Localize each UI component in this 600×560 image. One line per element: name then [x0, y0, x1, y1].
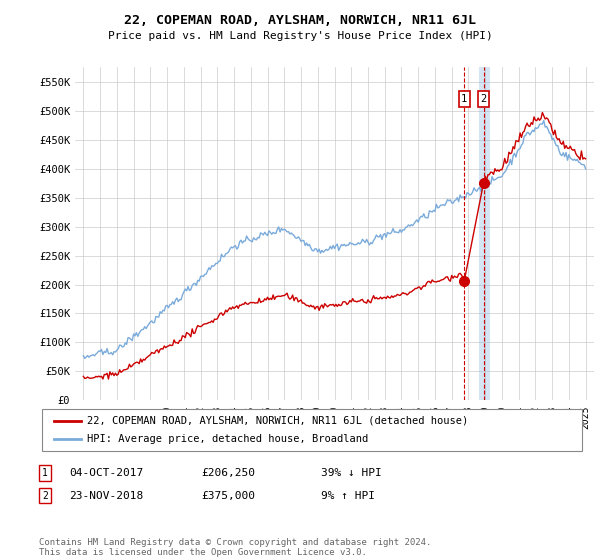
- Text: Price paid vs. HM Land Registry's House Price Index (HPI): Price paid vs. HM Land Registry's House …: [107, 31, 493, 41]
- Text: HPI: Average price, detached house, Broadland: HPI: Average price, detached house, Broa…: [87, 434, 368, 444]
- Text: 22, COPEMAN ROAD, AYLSHAM, NORWICH, NR11 6JL: 22, COPEMAN ROAD, AYLSHAM, NORWICH, NR11…: [124, 14, 476, 27]
- Text: 2: 2: [42, 491, 48, 501]
- Text: 04-OCT-2017: 04-OCT-2017: [69, 468, 143, 478]
- Text: 22, COPEMAN ROAD, AYLSHAM, NORWICH, NR11 6JL (detached house): 22, COPEMAN ROAD, AYLSHAM, NORWICH, NR11…: [87, 416, 468, 426]
- Text: 9% ↑ HPI: 9% ↑ HPI: [321, 491, 375, 501]
- Text: 23-NOV-2018: 23-NOV-2018: [69, 491, 143, 501]
- Text: £375,000: £375,000: [201, 491, 255, 501]
- Text: Contains HM Land Registry data © Crown copyright and database right 2024.
This d: Contains HM Land Registry data © Crown c…: [39, 538, 431, 557]
- Text: £206,250: £206,250: [201, 468, 255, 478]
- Text: 1: 1: [461, 94, 467, 104]
- Text: 39% ↓ HPI: 39% ↓ HPI: [321, 468, 382, 478]
- Text: 1: 1: [42, 468, 48, 478]
- Text: 2: 2: [481, 94, 487, 104]
